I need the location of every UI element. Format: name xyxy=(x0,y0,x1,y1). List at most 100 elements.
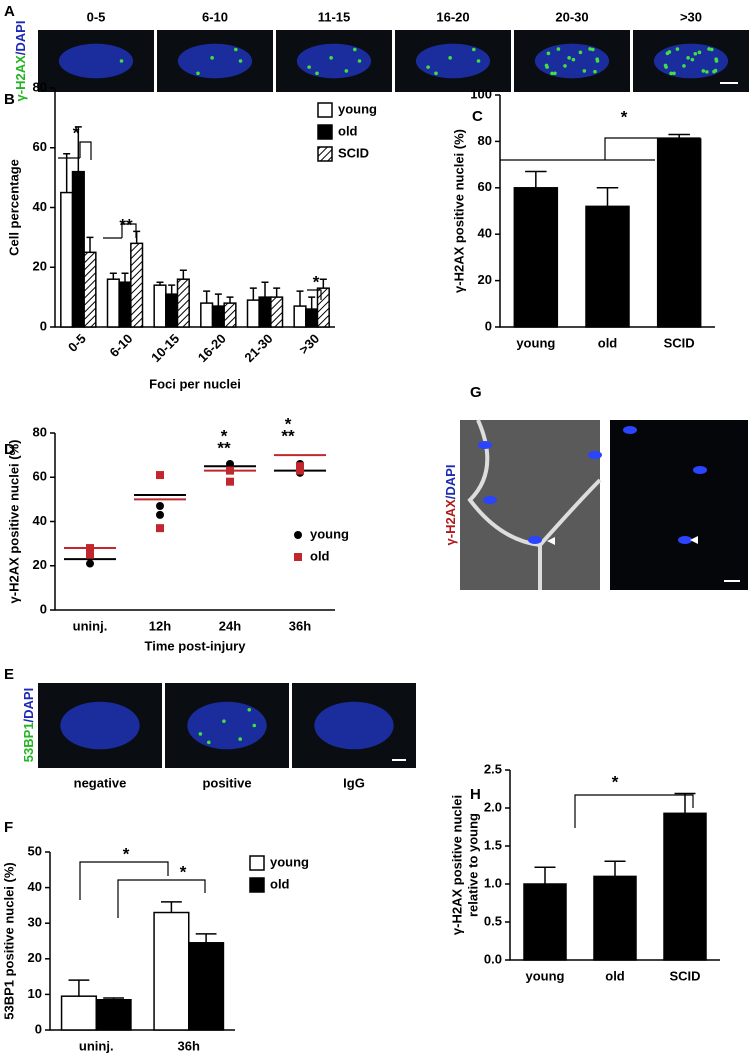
x-tick-label: 12h xyxy=(149,618,171,633)
legend-label: young xyxy=(310,526,349,541)
focus xyxy=(234,47,238,52)
y-tick-label: 0 xyxy=(40,318,47,333)
bar xyxy=(316,287,330,328)
arrowhead xyxy=(547,537,555,545)
focus xyxy=(329,56,333,60)
y-tick-label: 20 xyxy=(28,950,42,965)
bar xyxy=(153,284,167,328)
nucleus xyxy=(653,43,729,79)
x-tick-label: young xyxy=(526,968,565,983)
y-tick-label: 80 xyxy=(33,424,47,439)
bar xyxy=(223,302,237,328)
point xyxy=(86,550,94,559)
error-bar xyxy=(74,126,82,172)
significance-bracket xyxy=(79,861,169,900)
point xyxy=(226,477,234,486)
focus xyxy=(307,65,311,69)
x-axis-label: Time post-injury xyxy=(145,638,247,653)
error-bar xyxy=(226,296,234,304)
x-tick-label: 10-15 xyxy=(148,331,182,365)
y-tick-label: 50 xyxy=(28,843,42,858)
significance-mark: * xyxy=(180,862,187,881)
error-bar xyxy=(534,866,556,884)
bar xyxy=(246,299,260,328)
bar xyxy=(83,251,97,328)
bar xyxy=(153,911,190,1031)
error-bar xyxy=(525,170,547,188)
focus xyxy=(669,71,673,76)
legend-label: young xyxy=(338,101,377,116)
error-bar xyxy=(133,230,141,244)
arrowhead xyxy=(690,536,698,544)
significance-bracket xyxy=(103,223,137,239)
image-label: 11-15 xyxy=(318,9,351,24)
bar xyxy=(258,296,272,328)
significance-mark: * xyxy=(612,772,619,791)
y-tick-label: 40 xyxy=(28,879,42,894)
error-bar xyxy=(168,284,176,295)
y-tick-label: 0 xyxy=(35,1021,42,1036)
stain-label: γ-H2AX xyxy=(13,55,28,102)
panel-letter: B xyxy=(4,91,15,108)
bar xyxy=(270,296,284,328)
focus xyxy=(198,732,203,736)
error-bar xyxy=(63,152,71,193)
significance-mark: * xyxy=(621,107,628,126)
x-tick-label: uninj. xyxy=(79,1038,114,1053)
significance-bracket xyxy=(307,289,322,300)
significance-mark: ** xyxy=(119,215,133,234)
legend-swatch xyxy=(249,855,265,871)
y-axis-label: γ-H2AX positive nuclei (%) xyxy=(451,129,466,293)
panel-letter: C xyxy=(472,108,483,125)
significance-mark: * xyxy=(123,844,130,863)
nucleus xyxy=(528,536,542,544)
x-tick-label: SCID xyxy=(664,335,695,350)
legend-swatch xyxy=(249,877,265,893)
focus xyxy=(595,57,599,61)
y-tick-label: 20 xyxy=(33,259,47,274)
axes xyxy=(54,433,335,611)
legend-label: young xyxy=(270,854,309,869)
image-label: 16-20 xyxy=(436,9,469,24)
error-bar xyxy=(674,792,696,814)
nucleus xyxy=(296,43,372,79)
y-tick-label: 40 xyxy=(33,513,47,528)
error-bar xyxy=(249,287,257,301)
y-axis-label: γ-H2AX positive nuclei xyxy=(449,795,464,935)
focus xyxy=(210,56,214,60)
x-tick-label: 36h xyxy=(289,618,311,633)
panel-letter: F xyxy=(4,819,13,836)
significance-mark: * xyxy=(73,123,80,142)
bar xyxy=(176,278,190,328)
x-tick-label: 24h xyxy=(219,618,241,633)
dapi-label: /DAPI xyxy=(21,688,36,723)
y-tick-label: 0 xyxy=(40,601,47,616)
bar xyxy=(71,170,85,328)
focus xyxy=(476,59,481,63)
point xyxy=(156,502,164,511)
x-tick-label: 21-30 xyxy=(241,331,275,365)
x-tick-label: uninj. xyxy=(73,618,108,633)
bar xyxy=(523,883,567,961)
y-tick-label: 60 xyxy=(33,139,47,154)
nucleus xyxy=(58,43,134,79)
y-tick-label: 80 xyxy=(478,133,492,148)
nucleus xyxy=(534,43,610,79)
bar xyxy=(585,205,630,328)
focus xyxy=(713,68,718,73)
nucleus xyxy=(678,536,692,544)
image-ylabel: γ-H2AX/DAPI xyxy=(443,465,458,546)
focus xyxy=(353,47,357,52)
bar xyxy=(130,242,144,328)
bar xyxy=(200,302,214,328)
focus xyxy=(582,69,587,73)
y-axis-label: Cell percentage xyxy=(6,159,21,256)
nucleus xyxy=(478,441,492,449)
error-bar xyxy=(296,290,304,307)
image-label: negative xyxy=(74,775,127,790)
y-tick-label: 60 xyxy=(33,469,47,484)
panel-letter: H xyxy=(470,786,481,803)
focus xyxy=(682,64,686,68)
error-bar xyxy=(86,236,94,253)
